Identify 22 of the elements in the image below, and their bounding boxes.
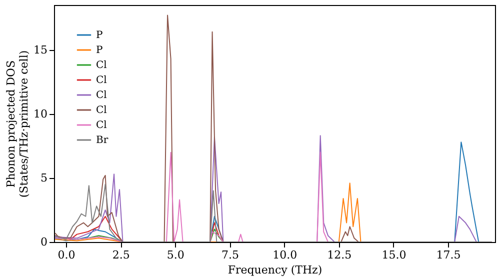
legend-label: Br (96, 135, 108, 146)
y-tick-label: 5 (40, 171, 48, 184)
y-axis-title: Phonon projected DOS (States/THz·primitive cell) (4, 50, 31, 198)
legend-label: Cl (96, 105, 107, 116)
x-tick-label: 0.0 (58, 248, 76, 262)
x-tick-label: 17.5 (436, 248, 461, 262)
legend-label: Cl (96, 75, 107, 86)
x-tick-label: 2.5 (112, 248, 130, 262)
x-tick-label: 15.0 (382, 248, 406, 262)
legend-label: Cl (96, 120, 107, 131)
y-tick-label: 15 (34, 43, 48, 56)
legend-label: P (96, 45, 103, 56)
x-tick-label: 10.0 (272, 248, 298, 262)
y-tick-label: 0 (40, 236, 48, 248)
x-tick-label: 5.0 (166, 248, 184, 262)
legend-label: P (96, 30, 103, 41)
legend-label: Cl (96, 60, 107, 71)
legend-label: Cl (96, 90, 107, 101)
x-tick-label: 7.5 (221, 248, 239, 262)
x-tick-label: 12.5 (327, 248, 352, 262)
y-tick-label: 10 (34, 107, 48, 120)
x-axis-title: Frequency (THz) (228, 264, 322, 276)
